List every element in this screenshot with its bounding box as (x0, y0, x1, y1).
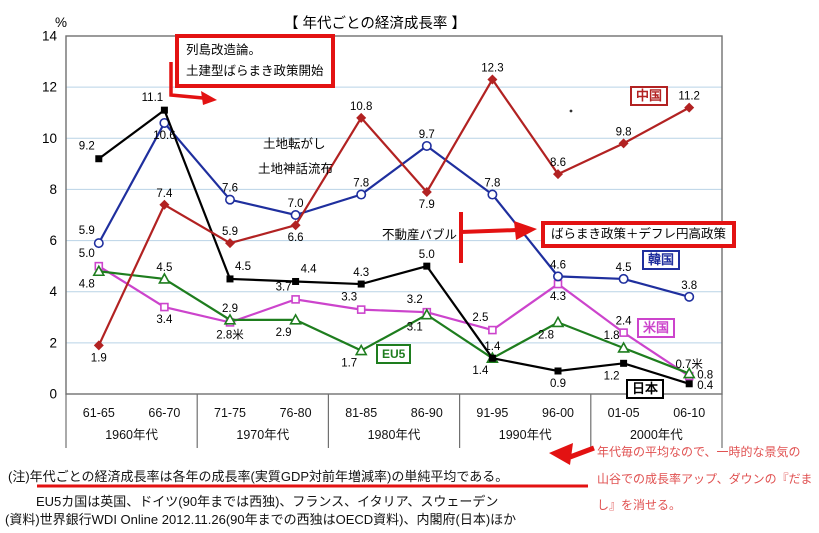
svg-text:0.7米: 0.7米 (675, 358, 703, 371)
svg-text:96-00: 96-00 (542, 406, 574, 420)
svg-text:1960年代: 1960年代 (105, 428, 158, 442)
svg-text:9.8: 9.8 (616, 126, 632, 138)
annotation-reform-line1: 列島改造論。 (186, 43, 262, 57)
side-note-line-2: 山谷での成長率アップ、ダウンの『だま (597, 472, 813, 486)
svg-text:2000年代: 2000年代 (630, 428, 683, 442)
y-axis-unit-label: % (55, 15, 68, 30)
svg-text:7.8: 7.8 (353, 178, 369, 190)
svg-text:6: 6 (49, 233, 57, 248)
annotation-box-baramaki-policy: ばらまき政策＋デフレ円高政策 (541, 221, 737, 248)
svg-text:1990年代: 1990年代 (499, 428, 552, 442)
svg-text:7.6: 7.6 (222, 183, 238, 195)
svg-text:61-65: 61-65 (83, 406, 115, 420)
svg-text:7.0: 7.0 (288, 198, 304, 210)
svg-text:4.5: 4.5 (235, 261, 251, 273)
svg-text:0.9: 0.9 (550, 378, 566, 390)
svg-text:2: 2 (49, 335, 57, 350)
svg-text:71-75: 71-75 (214, 406, 246, 420)
footnote-eu5-definition: EU5カ国は英国、ドイツ(90年までは西独)、フランス、イタリア、スウェーデン (36, 494, 499, 509)
svg-text:4.3: 4.3 (550, 291, 566, 303)
svg-text:4.4: 4.4 (301, 263, 318, 275)
series-label-eu5: EU5 (376, 344, 412, 364)
svg-text:7.8: 7.8 (484, 178, 500, 190)
svg-text:14: 14 (42, 29, 58, 44)
svg-text:91-95: 91-95 (476, 406, 508, 420)
footnote-source: (資料)世界銀行WDI Online 2012.11.26(90年までの西独はO… (5, 512, 517, 527)
svg-text:0.4: 0.4 (697, 380, 714, 392)
annotation-land-myth: 土地神話流布 (258, 162, 334, 176)
svg-text:1.4: 1.4 (472, 365, 489, 377)
svg-text:66-70: 66-70 (148, 406, 180, 420)
annotation-reform-line2: 土建型ばらまき政策開始 (186, 64, 324, 78)
footnote-note: (注)年代ごとの経済成長率は各年の成長率(実質GDP対前年増減率)の単純平均であ… (8, 469, 509, 484)
svg-text:5.0: 5.0 (419, 249, 435, 261)
svg-text:7.9: 7.9 (419, 199, 435, 211)
svg-text:2.9: 2.9 (222, 303, 238, 315)
svg-text:6.6: 6.6 (288, 232, 304, 244)
svg-text:4.8: 4.8 (79, 278, 95, 290)
svg-text:9.2: 9.2 (79, 141, 95, 153)
svg-text:8.6: 8.6 (550, 157, 566, 169)
svg-text:1.7: 1.7 (341, 358, 357, 370)
series-label-korea: 韓国 (642, 250, 681, 270)
svg-text:1980年代: 1980年代 (368, 428, 421, 442)
annotation-real-estate-bubble: 不動産バブル (382, 228, 458, 242)
svg-text:3.2: 3.2 (407, 294, 423, 306)
svg-text:3.8: 3.8 (681, 280, 697, 292)
svg-text:76-80: 76-80 (280, 406, 312, 420)
svg-text:5.9: 5.9 (79, 225, 95, 237)
series-label-japan: 日本 (626, 379, 665, 399)
svg-text:1.9: 1.9 (91, 352, 107, 364)
svg-text:3.4: 3.4 (156, 314, 173, 326)
svg-text:7.4: 7.4 (156, 188, 173, 200)
svg-text:3.3: 3.3 (341, 292, 357, 304)
svg-text:3.1: 3.1 (407, 322, 423, 334)
svg-text:8: 8 (49, 182, 57, 197)
svg-text:11.2: 11.2 (678, 91, 700, 103)
svg-text:1.4: 1.4 (484, 341, 501, 353)
svg-text:06-10: 06-10 (673, 406, 705, 420)
svg-text:4.3: 4.3 (353, 267, 369, 279)
annotation-box-island-reform: 列島改造論。 土建型ばらまき政策開始 (175, 34, 335, 88)
svg-text:3.7: 3.7 (276, 281, 292, 293)
annotation-land-flipping: 土地転がし (263, 137, 326, 151)
svg-text:10.6: 10.6 (153, 130, 175, 142)
svg-text:5.9: 5.9 (222, 226, 238, 238)
svg-text:11.1: 11.1 (142, 92, 164, 104)
svg-text:86-90: 86-90 (411, 406, 443, 420)
svg-text:2.5: 2.5 (472, 312, 488, 324)
svg-text:01-05: 01-05 (608, 406, 640, 420)
svg-text:81-85: 81-85 (345, 406, 377, 420)
svg-text:12.3: 12.3 (481, 62, 503, 74)
svg-text:0: 0 (49, 387, 57, 402)
svg-text:4.5: 4.5 (156, 262, 172, 274)
side-note-line-1: 年代毎の平均なので、一時的な景気の (597, 445, 801, 459)
svg-text:10.8: 10.8 (350, 101, 372, 113)
svg-text:9.7: 9.7 (419, 129, 435, 141)
series-label-us: 米国 (637, 318, 676, 338)
svg-text:2.9: 2.9 (276, 327, 292, 339)
svg-text:2.8米: 2.8米 (216, 328, 244, 341)
svg-text:10: 10 (42, 131, 57, 146)
svg-text:2.4: 2.4 (616, 316, 633, 328)
svg-text:4.5: 4.5 (616, 262, 632, 274)
svg-text:4.6: 4.6 (550, 259, 566, 271)
svg-text:12: 12 (42, 80, 57, 95)
side-note-line-3: し』を消せる。 (597, 498, 682, 512)
svg-text:0.8: 0.8 (697, 370, 713, 382)
svg-text:1970年代: 1970年代 (236, 428, 289, 442)
svg-text:5.0: 5.0 (79, 248, 95, 260)
svg-text:1.2: 1.2 (604, 370, 620, 382)
series-label-china: 中国 (630, 86, 669, 106)
chart-title: 【 年代ごとの経済成長率 】 (284, 16, 466, 32)
svg-text:1.8: 1.8 (604, 330, 620, 342)
svg-text:4: 4 (49, 284, 57, 299)
svg-text:2.8: 2.8 (538, 329, 554, 341)
